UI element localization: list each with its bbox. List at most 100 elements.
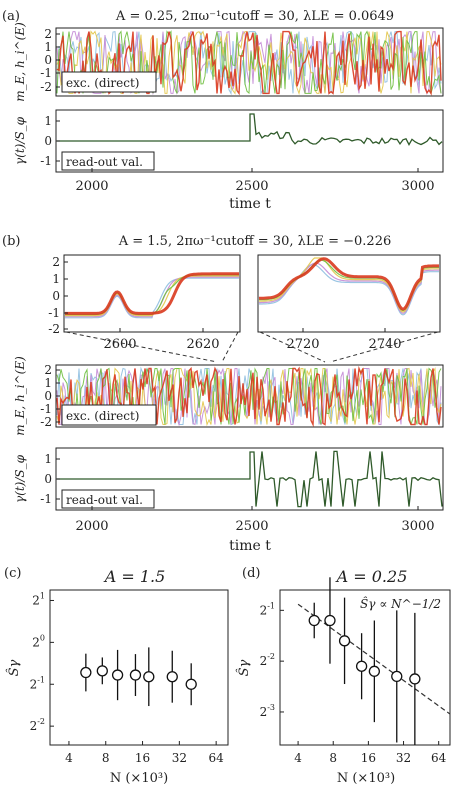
panel-b-top-legend-box	[61, 404, 157, 426]
panel-b-top-yticks: 210-1-2	[40, 363, 60, 429]
x-tick-label: 3000	[401, 179, 434, 194]
x-tick-label: 64	[209, 751, 225, 765]
panel-a-top-legend: exc. (direct)	[66, 76, 139, 90]
y-tick-label: 2-2	[260, 652, 275, 668]
y-tick-label: -2	[48, 322, 60, 336]
panel-a: (a) A = 0.25, 2πω⁻¹cutoff = 30, λLE = 0.…	[2, 9, 444, 212]
panel-d-xlabel: N (×10³)	[337, 771, 395, 786]
data-point	[185, 678, 197, 690]
panel-a-bottom-legend: read-out val.	[66, 155, 143, 169]
x-tick-label: 2600	[103, 337, 136, 352]
panel-b-bottom-yticks: 1 0 -1	[40, 452, 60, 506]
panel-c-plot: 4 8 16 32 64 21 20 2-1 2-2	[30, 591, 225, 765]
trace-line	[56, 30, 442, 96]
y-tick-label: 0	[44, 134, 52, 148]
x-tick-label: 2720	[286, 337, 319, 352]
panel-b-readout-trace	[57, 450, 443, 508]
panel-b-inset-right-traces	[258, 257, 439, 316]
y-tick-label: 20	[32, 633, 45, 649]
x-tick-label: 2000	[75, 519, 108, 534]
panel-a-top-legend-box	[61, 71, 157, 93]
panel-b-inset-right	[257, 254, 441, 333]
data-point	[80, 666, 92, 679]
y-tick-label: 0	[44, 389, 52, 403]
y-tick-label: -1	[40, 402, 52, 416]
panel-a-top-yticks: 210-1-2	[40, 27, 60, 94]
x-tick-label: 64	[431, 751, 447, 765]
zoom-connector-line	[259, 331, 326, 363]
panel-a-xticks: 2000 2500 3000	[75, 168, 435, 194]
panel-c-tag: (c)	[4, 566, 21, 581]
y-tick-label: 21	[32, 591, 45, 607]
inset-trace-line	[259, 257, 439, 313]
panel-b: (b) A = 1.5, 2πω⁻¹cutoff = 30, λLE = −0.…	[2, 234, 444, 554]
x-tick-label: 4	[294, 751, 302, 765]
panel-d: (d) A = 0.25 4 8 16 32 64 2-1 2-2 2-3 Ŝγ ∝ N^−1…	[235, 566, 451, 786]
panel-a-bottom-yticks: 1 0 -1	[40, 114, 60, 168]
trace-line	[56, 30, 442, 95]
data-point	[308, 614, 320, 627]
y-tick-label: 1	[44, 114, 52, 128]
y-tick-label: 0	[44, 53, 52, 67]
x-tick-label: 2620	[186, 337, 219, 352]
panel-b-tag: (b)	[2, 234, 20, 249]
power-law-guide-line	[297, 603, 451, 715]
panel-b-xticks: 2000 2500 3000	[75, 506, 435, 534]
panel-a-xlabel: time t	[229, 196, 271, 212]
y-tick-label: -2	[40, 415, 52, 429]
data-point	[368, 665, 381, 677]
data-point	[166, 671, 178, 683]
panel-a-tag: (a)	[2, 9, 20, 24]
panel-a-bottom-legend-box	[61, 151, 155, 171]
panel-c: (c) A = 1.5 4 8 16 32 64 21 20 2-1 2-2 Ŝγ N (×10…	[4, 566, 229, 786]
data-point	[143, 671, 155, 683]
y-tick-label: -2	[40, 80, 52, 94]
panel-b-top-ylabel: m_E, h_i^(E)	[13, 356, 27, 436]
x-tick-label: 2740	[368, 337, 401, 352]
x-tick-label: 3000	[401, 519, 434, 534]
panel-b-bottom-legend: read-out val.	[66, 493, 143, 507]
panel-d-plot: 4 8 16 32 64 2-1 2-2 2-3	[260, 577, 451, 765]
inset-trace-line	[65, 276, 239, 318]
panel-b-bottom-ylabel: γ(t)/S_φ	[13, 454, 27, 503]
y-tick-label: 2-3	[260, 703, 275, 719]
y-tick-label: -1	[40, 66, 52, 80]
panel-b-title: A = 1.5, 2πω⁻¹cutoff = 30, λLE = −0.226	[118, 234, 392, 249]
data-point	[409, 673, 421, 685]
y-tick-label: 1	[52, 272, 60, 286]
panel-a-top-axes	[55, 27, 444, 97]
y-tick-label: 2	[52, 255, 60, 269]
inset-trace-line	[65, 277, 239, 319]
y-tick-label: 2	[44, 27, 52, 41]
zoom-connector-line	[65, 331, 218, 363]
inset-trace-line	[65, 272, 239, 315]
data-point	[324, 614, 336, 627]
y-tick-label: 1	[44, 40, 52, 54]
x-tick-label: 8	[102, 751, 110, 765]
panel-a-title: A = 0.25, 2πω⁻¹cutoff = 30, λLE = 0.0649	[115, 9, 394, 24]
y-tick-label: 2-2	[30, 717, 45, 733]
panel-b-inset-left	[63, 254, 241, 333]
panel-b-top-legend: exc. (direct)	[66, 409, 139, 423]
zoom-connector-line	[221, 331, 239, 363]
x-tick-label: 32	[396, 751, 411, 765]
x-tick-label: 4	[65, 751, 73, 765]
x-tick-label: 2000	[75, 179, 108, 194]
zoom-connector-line	[329, 331, 439, 363]
y-tick-label: 1	[44, 452, 52, 466]
panel-c-xlabel: N (×10³)	[110, 771, 168, 786]
panel-b-bottom-legend-box	[61, 489, 155, 509]
data-point	[111, 669, 124, 681]
readout-line	[57, 450, 443, 508]
panel-d-title: A = 0.25	[335, 567, 408, 586]
panel-c-axes	[49, 589, 229, 746]
panel-a-bottom-ylabel: γ(t)/S_φ	[13, 116, 27, 165]
panel-a-readout-trace	[57, 113, 443, 146]
x-tick-label: 2500	[235, 519, 268, 534]
inset-trace-line	[65, 274, 239, 316]
panel-c-ylabel: Ŝγ	[5, 659, 22, 676]
data-point	[129, 669, 142, 681]
trace-line	[56, 365, 442, 428]
data-point	[96, 665, 108, 677]
